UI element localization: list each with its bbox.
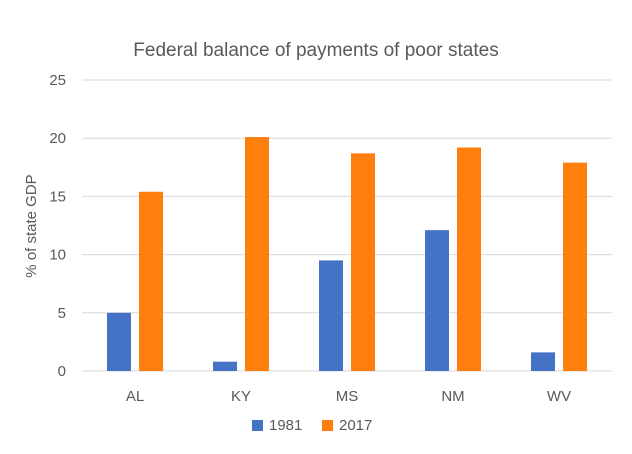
- legend-label-2017: 2017: [339, 417, 372, 434]
- y-tick-label: 20: [49, 130, 66, 147]
- x-tick-label-ms: MS: [336, 388, 359, 405]
- y-tick-label: 15: [49, 188, 66, 205]
- x-tick-label-wv: WV: [547, 388, 571, 405]
- chart-title: Federal balance of payments of poor stat…: [133, 40, 498, 61]
- bar-ky-2017: [245, 137, 269, 371]
- legend: 1981 2017: [252, 417, 372, 434]
- bar-ky-1981: [213, 361, 237, 371]
- bar-al-2017: [139, 191, 163, 371]
- y-tick-label: 0: [58, 363, 66, 380]
- x-tick-label-al: AL: [126, 388, 144, 405]
- y-tick-label: 25: [49, 72, 66, 89]
- bar-ms-1981: [319, 260, 343, 371]
- bar-ms-2017: [351, 153, 375, 371]
- gridlines: [82, 79, 612, 372]
- bar-nm-2017: [457, 147, 481, 371]
- legend-swatch-2017: [322, 420, 333, 431]
- y-axis-ticks: 0 5 10 15 20 25: [49, 72, 66, 380]
- y-axis-label: % of state GDP: [23, 174, 40, 277]
- bars: [107, 137, 587, 371]
- bar-wv-2017: [563, 162, 587, 371]
- x-tick-label-ky: KY: [231, 388, 251, 405]
- y-tick-label: 10: [49, 247, 66, 264]
- bar-nm-1981: [425, 230, 449, 371]
- legend-swatch-1981: [252, 420, 263, 431]
- legend-label-1981: 1981: [269, 417, 302, 434]
- bar-al-1981: [107, 312, 131, 371]
- bar-wv-1981: [531, 352, 555, 371]
- x-axis-ticks: AL KY MS NM WV: [126, 388, 571, 405]
- x-tick-label-nm: NM: [441, 388, 464, 405]
- y-tick-label: 5: [58, 305, 66, 322]
